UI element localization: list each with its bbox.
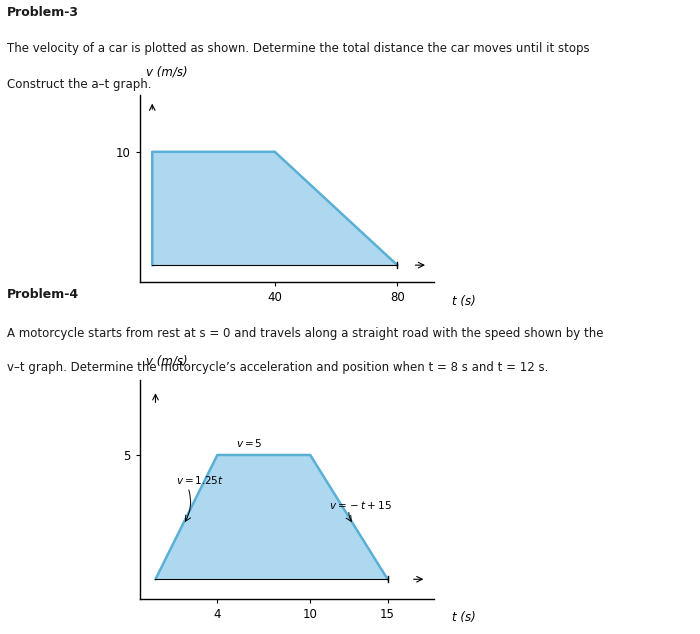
Text: $v = -t + 15$: $v = -t + 15$ [329, 499, 391, 510]
Text: Construct the a–t graph.: Construct the a–t graph. [7, 78, 151, 91]
Text: $v = 5$: $v = 5$ [236, 437, 262, 448]
Polygon shape [153, 152, 398, 265]
Text: A motorcycle starts from rest at s = 0 and travels along a straight road with th: A motorcycle starts from rest at s = 0 a… [7, 327, 603, 340]
Text: v (m/s): v (m/s) [146, 65, 188, 78]
Polygon shape [155, 455, 388, 579]
Text: $v = 1.25t$: $v = 1.25t$ [176, 474, 223, 486]
Text: v (m/s): v (m/s) [146, 354, 188, 367]
Text: v–t graph. Determine the motorcycle’s acceleration and position when t = 8 s and: v–t graph. Determine the motorcycle’s ac… [7, 361, 548, 375]
Text: Problem-3: Problem-3 [7, 6, 79, 20]
Text: t (s): t (s) [452, 295, 475, 308]
Text: The velocity of a car is plotted as shown. Determine the total distance the car : The velocity of a car is plotted as show… [7, 42, 589, 55]
Text: t (s): t (s) [452, 611, 475, 624]
Text: Problem-4: Problem-4 [7, 288, 79, 302]
